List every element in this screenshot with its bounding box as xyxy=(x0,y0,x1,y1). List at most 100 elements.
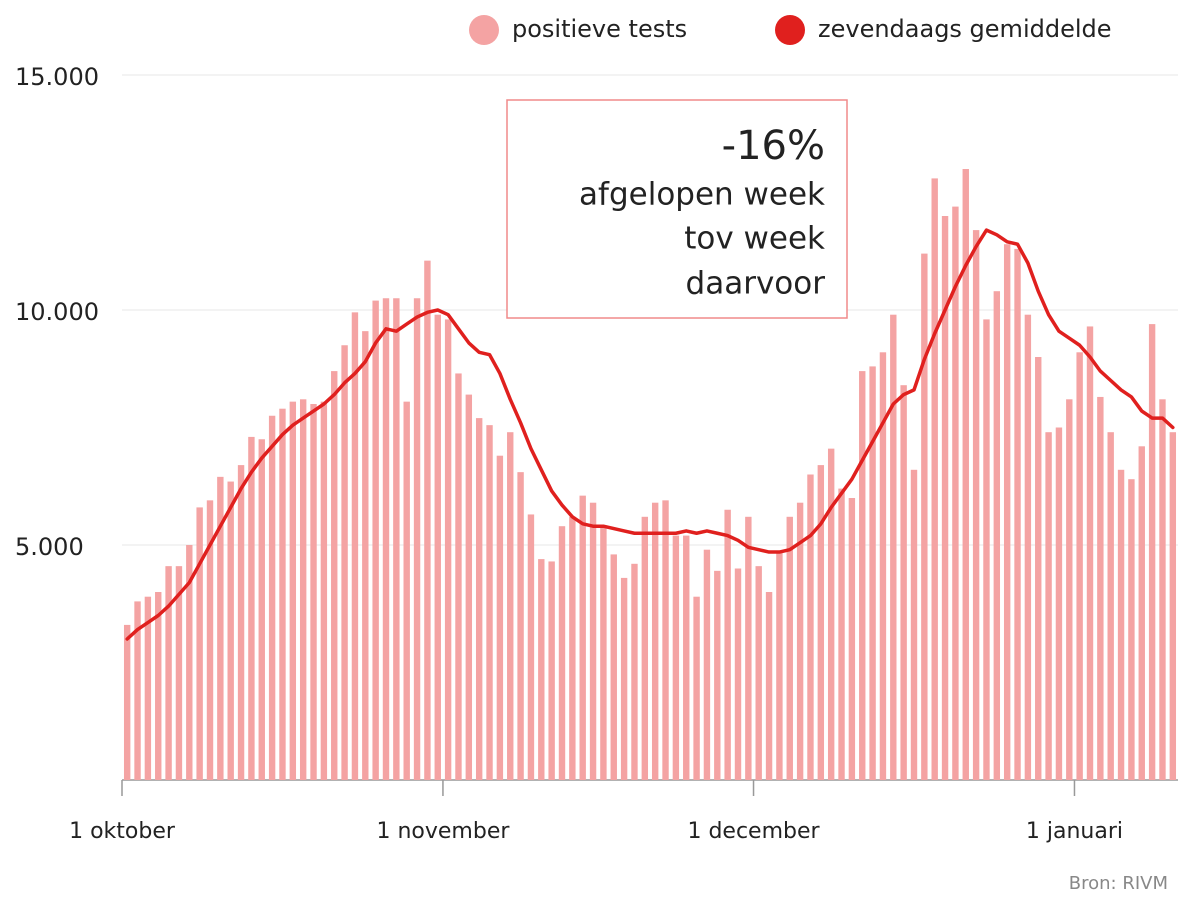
bar xyxy=(320,401,328,780)
bar xyxy=(362,331,369,780)
bar xyxy=(548,561,555,780)
bar xyxy=(890,314,897,780)
bar xyxy=(279,408,286,780)
bar xyxy=(403,401,410,780)
bar xyxy=(206,500,214,780)
bar xyxy=(1086,326,1094,780)
bar xyxy=(683,535,690,780)
bar xyxy=(1055,427,1063,780)
bar xyxy=(703,549,711,780)
y-tick-label: 5.000 xyxy=(15,533,84,561)
x-tick-label: 1 december xyxy=(687,819,820,844)
bar xyxy=(258,439,265,780)
bar xyxy=(869,366,876,780)
bar xyxy=(941,216,949,780)
bar xyxy=(134,601,141,780)
bar xyxy=(745,516,752,780)
bar xyxy=(123,624,131,780)
bar xyxy=(776,552,783,780)
bar xyxy=(196,507,203,780)
bar xyxy=(217,476,224,780)
annotation-value: -16% xyxy=(722,123,825,169)
bar xyxy=(641,516,649,780)
bar xyxy=(589,502,597,780)
bar xyxy=(838,488,845,780)
bar xyxy=(289,401,297,780)
bar xyxy=(962,169,969,780)
bar xyxy=(651,502,659,780)
bar xyxy=(331,371,338,780)
bar xyxy=(693,596,700,780)
bar xyxy=(765,592,773,780)
bar xyxy=(620,577,628,780)
bar xyxy=(1169,432,1177,780)
bar xyxy=(237,465,245,780)
bar xyxy=(507,432,514,780)
bar xyxy=(1159,399,1166,780)
bar xyxy=(631,563,638,780)
bar xyxy=(900,385,907,780)
bar xyxy=(724,509,731,780)
annotation-line: tov week xyxy=(684,221,825,257)
bar xyxy=(807,474,814,780)
bar xyxy=(848,498,856,780)
bar xyxy=(952,206,959,781)
bar xyxy=(662,500,669,780)
x-tick-label: 1 oktober xyxy=(69,819,176,844)
bar xyxy=(983,319,990,780)
legend-marker xyxy=(469,15,499,45)
bar xyxy=(972,230,980,781)
bar xyxy=(1045,432,1052,780)
bar xyxy=(165,566,172,780)
bar xyxy=(921,253,928,781)
bar xyxy=(424,260,431,780)
bar xyxy=(579,495,586,780)
bar xyxy=(1076,352,1083,780)
bar xyxy=(796,502,804,780)
bar xyxy=(455,373,462,780)
bar xyxy=(155,592,162,780)
bar xyxy=(755,566,762,780)
bar xyxy=(1097,396,1104,780)
y-tick-label: 15.000 xyxy=(15,63,99,91)
x-tick-label: 1 november xyxy=(376,819,510,844)
bar xyxy=(817,465,825,780)
bar xyxy=(393,298,400,780)
bar xyxy=(144,596,152,780)
bar xyxy=(527,514,535,780)
x-tick-label: 1 januari xyxy=(1026,819,1123,844)
bar xyxy=(827,448,835,780)
bar xyxy=(786,516,793,780)
line xyxy=(125,228,1175,641)
bar xyxy=(734,568,742,780)
annotation-line: daarvoor xyxy=(686,266,826,302)
bar xyxy=(465,394,473,780)
bar xyxy=(341,345,348,780)
bar xyxy=(382,298,390,780)
bar xyxy=(413,298,421,780)
bar xyxy=(714,570,721,780)
bar xyxy=(310,404,317,780)
bar xyxy=(299,399,307,780)
bar xyxy=(517,472,524,780)
bar xyxy=(538,559,545,780)
annotation-line: afgelopen week xyxy=(579,177,825,213)
bar xyxy=(600,526,607,780)
legend-marker xyxy=(775,15,805,45)
bar xyxy=(672,535,680,780)
bar xyxy=(879,352,887,780)
bar xyxy=(186,545,193,780)
bar xyxy=(1003,244,1011,780)
bar xyxy=(859,371,866,780)
annotation-box xyxy=(506,99,848,319)
bar xyxy=(434,314,441,780)
bar xyxy=(1066,399,1073,780)
bar xyxy=(1024,314,1032,780)
bar xyxy=(175,566,183,780)
y-tick-label: 10.000 xyxy=(15,298,99,326)
bar xyxy=(444,319,452,780)
bar xyxy=(1117,469,1125,780)
bar xyxy=(610,554,617,780)
bar xyxy=(1128,479,1135,780)
